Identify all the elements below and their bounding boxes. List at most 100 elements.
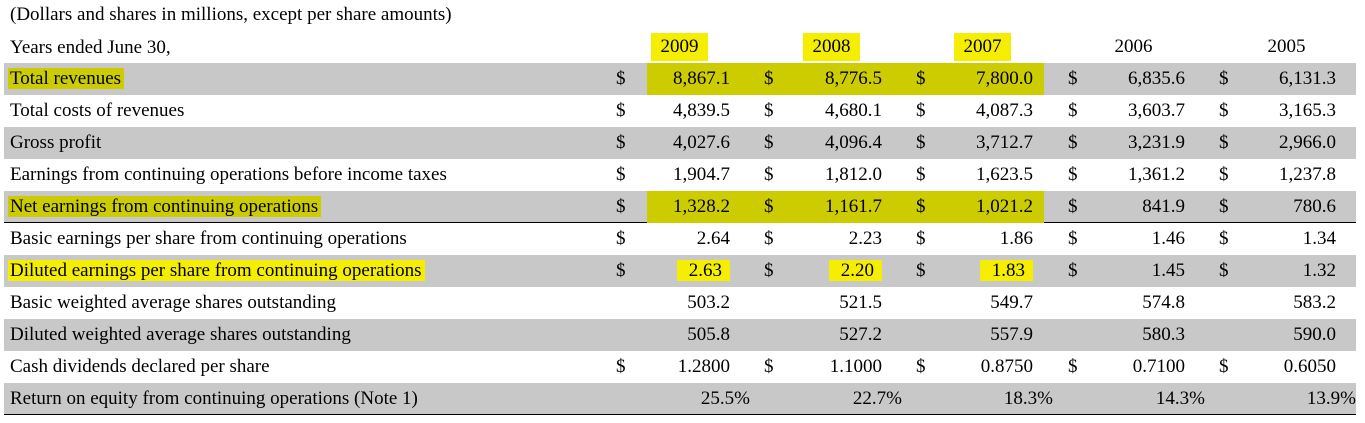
table-row: Gross profit $4,027.6 $4,096.4 $3,712.7 $3,2… — [4, 127, 1356, 159]
year-header-2005: 2005 — [1267, 36, 1306, 57]
cell-value-2008: 22.7% — [852, 388, 902, 409]
cell-value-2009: 505.8 — [687, 324, 730, 345]
dollar-sign: $ — [764, 132, 774, 153]
cell-value-2006: 1.46 — [1151, 228, 1185, 249]
table-row: Return on equity from continuing operati… — [4, 383, 1356, 415]
cell-value-2005: 780.6 — [1293, 196, 1336, 217]
cell-value-2007: 1.83 — [923, 255, 1033, 287]
cell-value-2006: 6,835.6 — [1128, 68, 1185, 89]
row-label: Gross profit — [10, 132, 102, 153]
row-label: Diluted earnings per share from continui… — [8, 255, 425, 287]
dollar-sign: $ — [616, 260, 626, 281]
cell-value-2009: 8,867.1 — [673, 68, 730, 89]
dollar-sign: $ — [616, 196, 626, 217]
table-row: Diluted earnings per share from continui… — [4, 255, 1356, 287]
dollar-sign: $ — [616, 132, 626, 153]
cell-value-2006: 841.9 — [1142, 196, 1185, 217]
dollar-sign: $ — [616, 164, 626, 185]
dollar-sign: $ — [1219, 260, 1229, 281]
dollar-sign: $ — [764, 100, 774, 121]
dollar-sign: $ — [764, 196, 774, 217]
dollar-sign: $ — [764, 356, 774, 377]
dollar-sign: $ — [1068, 132, 1078, 153]
dollar-sign: $ — [1068, 164, 1078, 185]
cell-value-2007: 1.86 — [999, 228, 1033, 249]
cell-value-2005: 1,237.8 — [1279, 164, 1336, 185]
cell-value-2006: 0.7100 — [1132, 356, 1185, 377]
dollar-sign: $ — [616, 68, 626, 89]
table-row: Earnings from continuing operations befo… — [4, 159, 1356, 191]
cell-value-2007: 3,712.7 — [976, 132, 1033, 153]
cell-value-2005: 1.34 — [1302, 228, 1336, 249]
dollar-sign: $ — [916, 228, 926, 249]
row-label: Cash dividends declared per share — [10, 356, 270, 377]
cell-value-2005: 6,131.3 — [1279, 68, 1336, 89]
dollar-sign: $ — [1219, 68, 1229, 89]
dollar-sign: $ — [916, 132, 926, 153]
dollar-sign: $ — [916, 100, 926, 121]
dollar-sign: $ — [1068, 260, 1078, 281]
cell-value-2005: 13.9% — [1306, 388, 1356, 409]
dollar-sign: $ — [916, 356, 926, 377]
dollar-sign: $ — [1068, 100, 1078, 121]
dollar-sign: $ — [1219, 196, 1229, 217]
cell-value-2007: 0.8750 — [980, 356, 1033, 377]
dollar-sign: $ — [616, 100, 626, 121]
dollar-sign: $ — [1219, 228, 1229, 249]
year-header-2008: 2008 — [803, 33, 860, 61]
dollar-sign: $ — [764, 260, 774, 281]
cell-value-2006: 574.8 — [1142, 292, 1185, 313]
dollar-sign: $ — [1068, 356, 1078, 377]
cell-value-2009: 503.2 — [687, 292, 730, 313]
row-label: Basic weighted average shares outstandin… — [10, 292, 337, 313]
table-row: Total costs of revenues $4,839.5 $4,680.1 $… — [4, 95, 1356, 127]
highlight-band — [647, 63, 1044, 95]
dollar-sign: $ — [1068, 228, 1078, 249]
cell-value-2005: 590.0 — [1293, 324, 1336, 345]
dollar-sign: $ — [616, 228, 626, 249]
dollar-sign: $ — [1219, 132, 1229, 153]
dollar-sign: $ — [916, 196, 926, 217]
cell-value-2009: 2.63 — [620, 255, 730, 287]
table-row: Basic weighted average shares outstandin… — [4, 287, 1356, 319]
row-label: Earnings from continuing operations befo… — [10, 164, 447, 185]
dollar-sign: $ — [1219, 100, 1229, 121]
cell-value-2005: 2,966.0 — [1279, 132, 1336, 153]
dollar-sign: $ — [1219, 164, 1229, 185]
dollar-sign: $ — [1068, 68, 1078, 89]
dollar-sign: $ — [764, 164, 774, 185]
cell-value-2008: 2.23 — [848, 228, 882, 249]
dollar-sign: $ — [764, 228, 774, 249]
cell-value-2007: 549.7 — [990, 292, 1033, 313]
cell-value-2007: 557.9 — [990, 324, 1033, 345]
table-row: Diluted weighted average shares outstand… — [4, 319, 1356, 351]
cell-value-2009: 25.5% — [700, 388, 750, 409]
dollar-sign: $ — [916, 68, 926, 89]
dollar-sign: $ — [764, 68, 774, 89]
row-label: Net earnings from continuing operations — [8, 191, 322, 223]
cell-value-2008: 8,776.5 — [825, 68, 882, 89]
cell-value-2008: 4,680.1 — [825, 100, 882, 121]
cell-value-2009: 1.2800 — [677, 356, 730, 377]
cell-value-2006: 3,603.7 — [1128, 100, 1185, 121]
dollar-sign: $ — [1068, 196, 1078, 217]
table-row: Total revenues $8,867.1 $8,776.5 $7,800.0 $6… — [4, 63, 1356, 95]
row-label: Total revenues — [8, 63, 125, 95]
cell-value-2009: 2.64 — [696, 228, 730, 249]
table-row: Basic earnings per share from continuing… — [4, 223, 1356, 255]
cell-value-2006: 1,361.2 — [1128, 164, 1185, 185]
cell-value-2007: 18.3% — [1003, 388, 1053, 409]
header-label: Years ended June 30, — [10, 37, 171, 58]
cell-value-2008: 1.1000 — [829, 356, 882, 377]
cell-value-2008: 1,812.0 — [825, 164, 882, 185]
cell-value-2009: 4,027.6 — [673, 132, 730, 153]
year-header-2006: 2006 — [1114, 36, 1153, 57]
cell-value-2009: 1,904.7 — [673, 164, 730, 185]
cell-value-2009: 1,328.2 — [673, 196, 730, 217]
cell-value-2006: 580.3 — [1142, 324, 1185, 345]
cell-value-2008: 1,161.7 — [825, 196, 882, 217]
cell-value-2006: 1.45 — [1151, 260, 1185, 281]
dollar-sign: $ — [1219, 356, 1229, 377]
dollar-sign: $ — [616, 356, 626, 377]
cell-value-2005: 583.2 — [1293, 292, 1336, 313]
